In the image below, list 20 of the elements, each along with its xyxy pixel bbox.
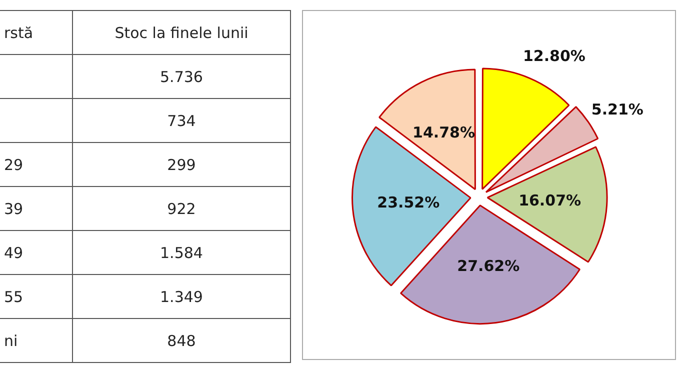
data-label: 12.80%	[522, 46, 586, 65]
text: rstă	[0, 10, 72, 54]
text: 299	[72, 142, 290, 186]
category-label: ni	[0, 318, 72, 362]
category-label: 39	[0, 186, 72, 230]
data-label: 23.52%	[377, 194, 440, 212]
data-label: 14.78%	[412, 123, 476, 142]
text: 1.584	[72, 230, 290, 274]
text: 922	[72, 186, 290, 230]
text: 848	[72, 318, 290, 362]
data-label: 16.07%	[518, 192, 582, 210]
text: 734	[72, 98, 290, 142]
category-label: 49	[0, 230, 72, 274]
category-label: 29	[0, 142, 72, 186]
data-label: 5.21%	[591, 100, 644, 119]
data-label: 27.62%	[457, 257, 520, 276]
text: 1.349	[72, 274, 290, 318]
category-label: 55	[0, 274, 72, 318]
text: Stoc la finele lunii	[72, 10, 290, 54]
text: 5.736	[72, 54, 290, 98]
